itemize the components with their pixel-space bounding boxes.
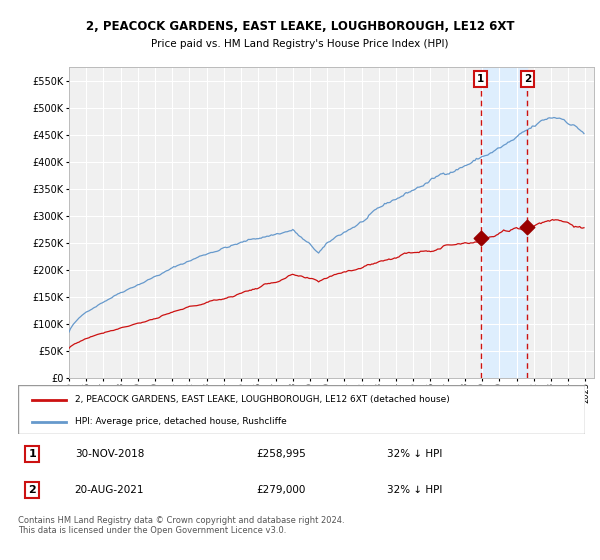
Text: Contains HM Land Registry data © Crown copyright and database right 2024.
This d: Contains HM Land Registry data © Crown c… xyxy=(18,516,344,535)
Text: £258,995: £258,995 xyxy=(256,449,306,459)
Text: 30-NOV-2018: 30-NOV-2018 xyxy=(75,449,144,459)
Text: 1: 1 xyxy=(28,449,36,459)
Point xyxy=(523,223,532,232)
Text: Price paid vs. HM Land Registry's House Price Index (HPI): Price paid vs. HM Land Registry's House … xyxy=(151,39,449,49)
Text: 2, PEACOCK GARDENS, EAST LEAKE, LOUGHBOROUGH, LE12 6XT: 2, PEACOCK GARDENS, EAST LEAKE, LOUGHBOR… xyxy=(86,20,514,32)
Text: 32% ↓ HPI: 32% ↓ HPI xyxy=(386,486,442,496)
Bar xyxy=(481,67,527,378)
Text: 2: 2 xyxy=(28,486,36,496)
Text: HPI: Average price, detached house, Rushcliffe: HPI: Average price, detached house, Rush… xyxy=(75,417,286,426)
Text: 32% ↓ HPI: 32% ↓ HPI xyxy=(386,449,442,459)
Text: 2, PEACOCK GARDENS, EAST LEAKE, LOUGHBOROUGH, LE12 6XT (detached house): 2, PEACOCK GARDENS, EAST LEAKE, LOUGHBOR… xyxy=(75,395,449,404)
Text: 20-AUG-2021: 20-AUG-2021 xyxy=(75,486,144,496)
Text: 2: 2 xyxy=(524,74,531,84)
Text: 1: 1 xyxy=(477,74,484,84)
Text: £279,000: £279,000 xyxy=(256,486,305,496)
Point xyxy=(476,234,485,242)
